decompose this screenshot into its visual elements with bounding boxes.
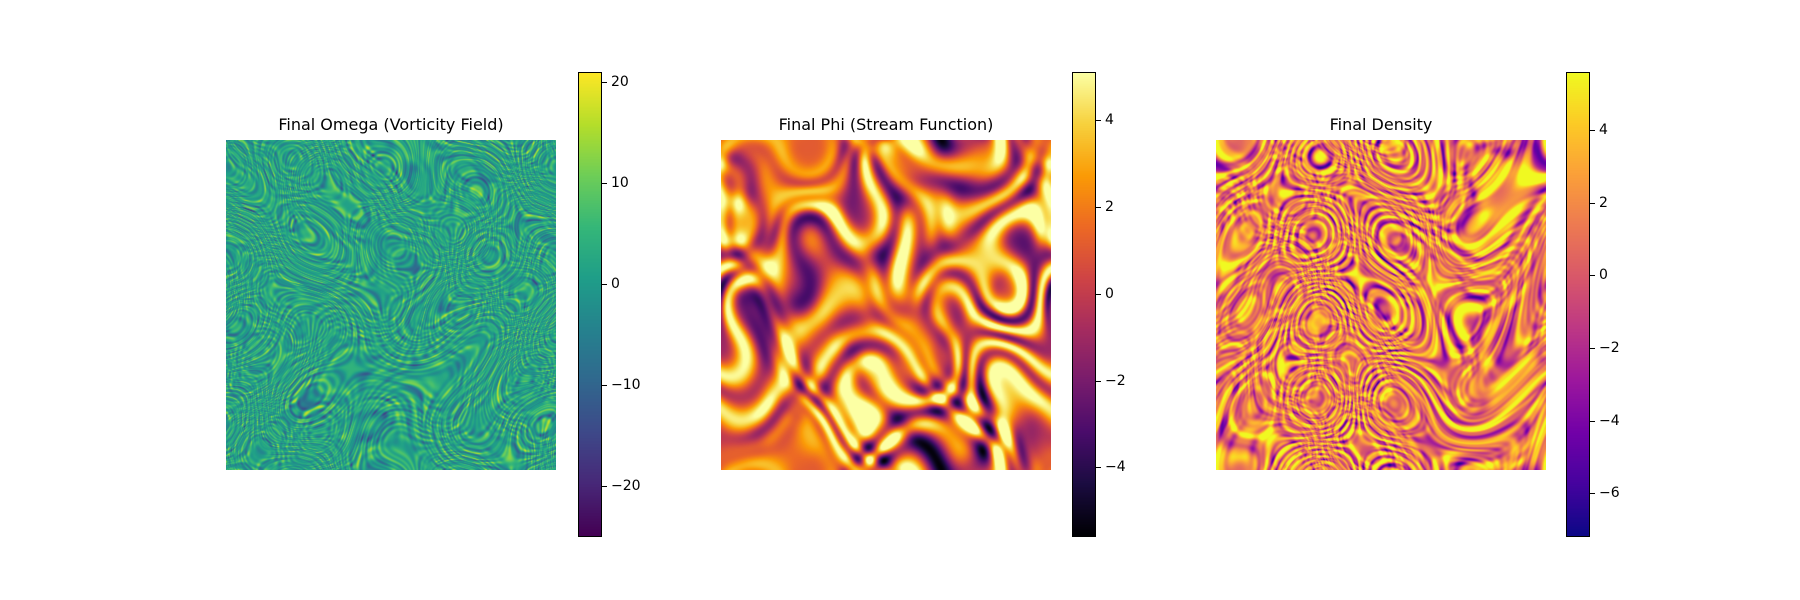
colorbar-tick-mark bbox=[1096, 206, 1101, 208]
omega-colorbar-ticks: −20 −10 0 10 20 bbox=[602, 72, 682, 537]
colorbar-tick-mark bbox=[602, 486, 607, 488]
colorbar-tick-mark bbox=[602, 183, 607, 185]
colorbar-tick-mark bbox=[1590, 275, 1595, 277]
colorbar-tick-label: −2 bbox=[1599, 340, 1620, 357]
omega-title: Final Omega (Vorticity Field) bbox=[278, 115, 504, 134]
density-colorbar-ticks: −6 −4 −2 0 2 4 bbox=[1590, 72, 1670, 537]
colorbar-tick-label: 4 bbox=[1599, 122, 1608, 139]
colorbar-tick-mark bbox=[1590, 348, 1595, 350]
density-heatmap bbox=[1216, 140, 1546, 470]
colorbar-tick-mark bbox=[1590, 493, 1595, 495]
colorbar-tick-label: −2 bbox=[1105, 372, 1126, 389]
phi-heatmap bbox=[721, 140, 1051, 470]
colorbar-tick-label: 10 bbox=[611, 175, 629, 192]
colorbar-tick-label: −6 bbox=[1599, 485, 1620, 502]
colorbar-tick-mark bbox=[1096, 467, 1101, 469]
colorbar-tick-mark bbox=[602, 82, 607, 84]
colorbar-tick-mark bbox=[602, 385, 607, 387]
colorbar-tick-mark bbox=[602, 284, 607, 286]
density-title: Final Density bbox=[1329, 115, 1433, 134]
colorbar-tick-label: −4 bbox=[1105, 459, 1126, 476]
phi-colorbar bbox=[1072, 72, 1096, 537]
colorbar-tick-mark bbox=[1096, 293, 1101, 295]
colorbar-tick-label: 0 bbox=[1105, 285, 1114, 302]
colorbar-tick-mark bbox=[1590, 202, 1595, 204]
colorbar-tick-label: 0 bbox=[611, 276, 620, 293]
phi-title: Final Phi (Stream Function) bbox=[778, 115, 994, 134]
phi-colorbar-ticks: −4 −2 0 2 4 bbox=[1096, 72, 1176, 537]
omega-colorbar bbox=[578, 72, 602, 537]
colorbar-tick-label: 20 bbox=[611, 74, 629, 91]
colorbar-tick-mark bbox=[1590, 130, 1595, 132]
colorbar-tick-label: −20 bbox=[611, 478, 641, 495]
colorbar-tick-mark bbox=[1096, 380, 1101, 382]
colorbar-tick-mark bbox=[1096, 119, 1101, 121]
colorbar-tick-label: 4 bbox=[1105, 111, 1114, 128]
colorbar-tick-label: −10 bbox=[611, 377, 641, 394]
colorbar-tick-label: 0 bbox=[1599, 267, 1608, 284]
colorbar-tick-label: 2 bbox=[1105, 198, 1114, 215]
density-colorbar bbox=[1566, 72, 1590, 537]
colorbar-tick-label: 2 bbox=[1599, 194, 1608, 211]
colorbar-tick-label: −4 bbox=[1599, 412, 1620, 429]
colorbar-tick-mark bbox=[1590, 420, 1595, 422]
omega-heatmap bbox=[226, 140, 556, 470]
